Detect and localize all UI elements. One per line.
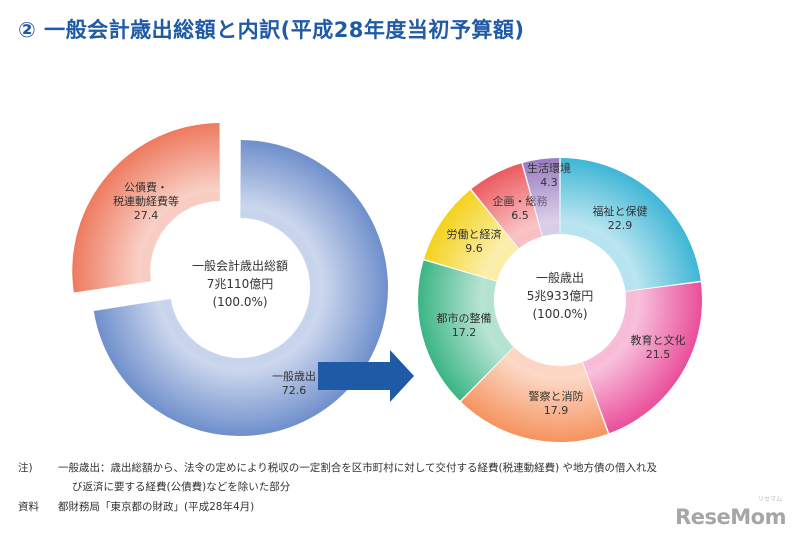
donut-right-value-6: 4.3 [540,176,558,189]
note-line-2: び返済に要する経費(公債費)などを除いた部分 [72,481,291,493]
donut-right-center-label-0: 一般歳出 [536,270,584,285]
donut-right-slice-4 [424,189,519,281]
donut-right-value-2: 17.9 [544,404,569,417]
source-text: 都財務局「東京都の財政」(平成28年4月) [58,501,255,513]
donut-right-label-3: 都市の整備 [437,311,492,325]
note-line-1: 注) 一般歳出：歳出総額から、法令の定めにより税収の一定割合を区市町村に対して交付… [18,460,657,475]
donut-right-label-2: 警察と消防 [529,389,584,403]
source-line: 資料 都財務局「東京都の財政」(平成28年4月) [18,499,254,514]
donut-right-label-4: 労働と経済 [447,227,502,241]
donut-right-slice-0 [560,158,701,292]
donut-right-value-5: 6.5 [511,209,529,222]
note-label: 注) [18,462,33,474]
donut-right-label-1: 教育と文化 [631,333,686,347]
donut-left-value-1: 27.4 [134,209,159,222]
note-text-1: 一般歳出：歳出総額から、法令の定めにより税収の一定割合を区市町村に対して交付する… [58,462,658,474]
donut-right-slice-2 [460,347,608,442]
donut-left-label-0: 一般歳出 [272,369,316,383]
donut-right-slice-6 [522,158,560,237]
resemom-logo: ReseMom [675,505,786,529]
donut-right-label-0: 福祉と保健 [593,204,648,218]
donut-right-value-4: 9.6 [465,242,483,255]
logo-subtext: リセマム [757,496,782,503]
page-title: ② 一般会計歳出総額と内訳(平成28年度当初予算額) [18,18,525,42]
donut-left-slice-1 [72,123,220,293]
donut-left-center-label-2: (100.0%) [212,295,267,309]
donut-right-center-label-1: 5兆933億円 [527,289,594,303]
donut-right-slice-1 [582,282,702,434]
donut-left-slice-0 [93,140,389,437]
donut-right-slice-3 [418,260,514,401]
donut-left-value-0: 72.6 [282,384,307,397]
donut-right-value-1: 21.5 [646,348,671,361]
donut-right-value-3: 17.2 [452,326,477,339]
donut-right-center-label-2: (100.0%) [532,307,587,321]
donut-right-slice-5 [471,163,543,249]
arrow-icon [318,350,414,402]
donut-left-label-1: 公債費・税連動経費等 [113,180,179,208]
donut-left-center-label-1: 7兆110億円 [207,277,274,291]
donut-right-label-6: 生活環境 [527,161,571,175]
chart-area: 一般歳出72.6公債費・税連動経費等27.4一般会計歳出総額7兆110億円(10… [72,123,702,442]
donut-left-center-label-0: 一般会計歳出総額 [192,258,288,273]
donut-right-value-0: 22.9 [608,219,633,232]
source-label: 資料 [18,501,39,513]
